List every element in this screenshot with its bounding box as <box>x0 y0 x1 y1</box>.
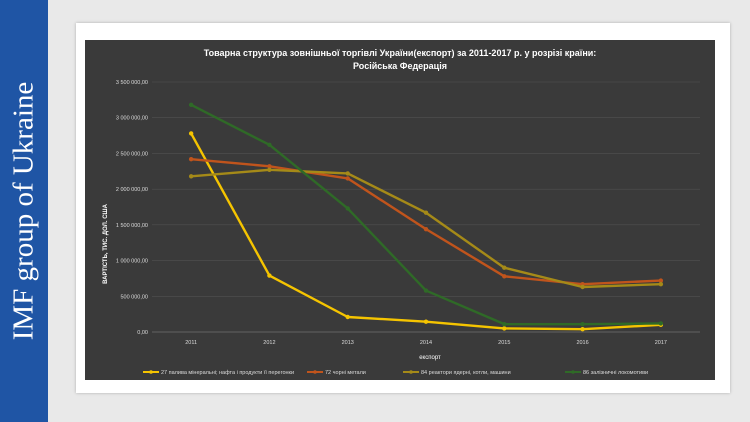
y-tick-label: 3 000 000,00 <box>116 116 148 122</box>
y-tick-label: 0,00 <box>137 330 148 336</box>
x-tick-label: 2015 <box>498 340 510 346</box>
y-tick-label: 2 500 000,00 <box>116 151 148 157</box>
data-point <box>345 176 350 181</box>
legend-marker <box>149 370 153 374</box>
data-point <box>580 284 585 290</box>
x-tick-label: 2011 <box>185 340 197 346</box>
data-point <box>502 274 507 279</box>
data-point <box>423 226 429 232</box>
data-point <box>580 321 585 327</box>
data-point <box>267 167 272 173</box>
y-tick-label: 1 000 000,00 <box>116 259 148 265</box>
x-tick-label: 2017 <box>655 340 667 346</box>
chart-title-line-1: Товарна структура зовнішньої торгівлі Ук… <box>204 48 597 58</box>
y-tick-label: 1 500 000,00 <box>116 223 148 229</box>
data-point <box>658 281 664 287</box>
x-tick-label: 2013 <box>342 340 354 346</box>
chart-panel: 0,00 500 000,00 1 000 000,00 1 500 000,00 2 … <box>85 40 715 380</box>
data-point <box>502 321 507 327</box>
x-axis-label: експорт <box>419 355 441 361</box>
series-line <box>189 157 663 286</box>
data-point <box>188 102 194 108</box>
x-tick-label: 2016 <box>576 340 588 346</box>
data-point <box>423 288 429 293</box>
sidebar-banner: IMF group of Ukraine <box>0 0 48 422</box>
data-point <box>423 210 429 215</box>
y-tick-label: 3 500 000,00 <box>116 80 148 86</box>
brand-title: IMF group of Ukraine <box>7 81 40 341</box>
legend-label: 27 палива мінеральні; нафта і продукти ї… <box>161 370 294 376</box>
data-point <box>267 142 272 148</box>
chart-title-line-2: Російська Федерація <box>353 61 447 71</box>
x-tick-label: 2012 <box>263 340 275 346</box>
legend-label: 72 чорні метали <box>325 370 366 376</box>
y-axis-label: ВАРТІСТЬ, ТИС. ДОЛ. США <box>103 203 109 283</box>
data-point <box>658 278 664 283</box>
data-point <box>345 314 350 320</box>
legend-marker <box>313 370 317 374</box>
legend-label: 84 реактори ядерні, котли, машини <box>421 370 511 376</box>
line-chart: 0,00 500 000,00 1 000 000,00 1 500 000,00 2 … <box>103 48 700 376</box>
y-tick-label: 2 000 000,00 <box>116 187 148 193</box>
legend-marker <box>409 370 413 374</box>
legend-label: 86 залізничні локомотиви <box>583 370 648 376</box>
data-point <box>502 265 507 270</box>
data-point <box>267 273 272 278</box>
data-point <box>188 174 194 179</box>
data-point <box>345 171 350 176</box>
data-point <box>580 326 585 332</box>
y-tick-label: 500 000,00 <box>120 294 148 300</box>
data-point <box>188 131 194 136</box>
data-point <box>345 206 350 211</box>
legend-marker <box>571 370 575 374</box>
data-point <box>423 319 429 324</box>
data-point <box>267 164 272 169</box>
x-tick-label: 2014 <box>420 340 432 346</box>
data-point <box>658 321 664 326</box>
data-point <box>188 156 194 162</box>
data-point <box>502 326 507 331</box>
